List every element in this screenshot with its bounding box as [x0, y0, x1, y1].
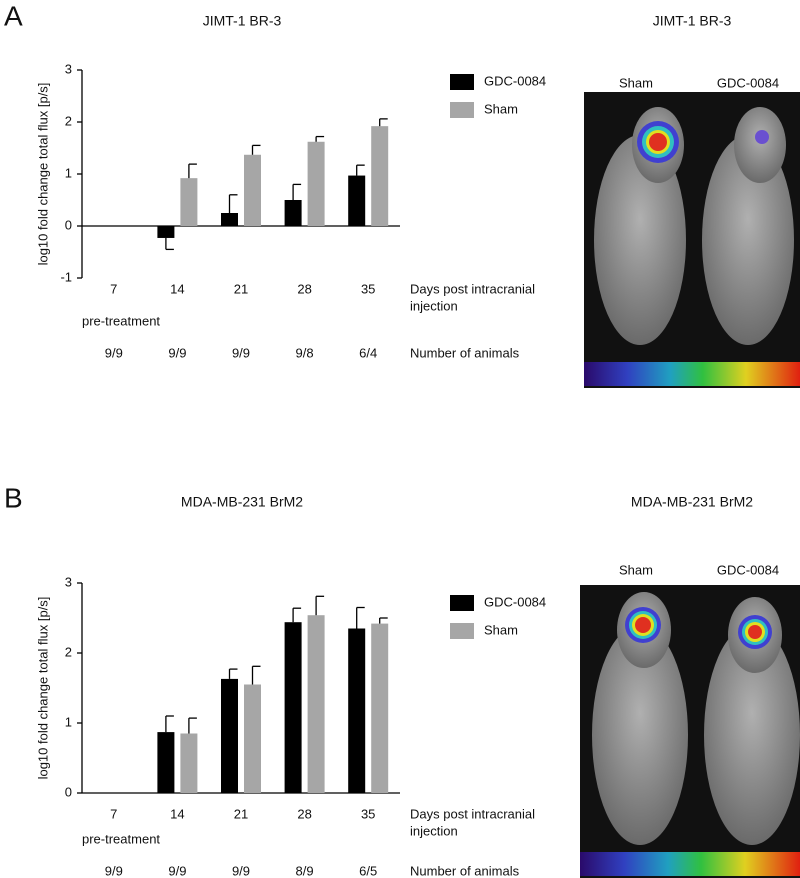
bioluminescence-image — [580, 585, 800, 878]
x-tick-label: 14 — [170, 806, 184, 821]
x-axis-label: Days post intracranial — [410, 281, 535, 296]
image-label: Sham — [619, 75, 653, 90]
count-label: 8/9 — [296, 863, 314, 878]
bar — [307, 615, 325, 793]
bar — [157, 226, 175, 238]
legend-label: GDC-0084 — [484, 594, 546, 609]
y-tick-label: 2 — [65, 113, 72, 128]
bar — [348, 628, 366, 793]
count-label: 9/9 — [168, 863, 186, 878]
count-label: 6/4 — [359, 345, 377, 360]
bar — [284, 622, 302, 793]
y-tick-label: 2 — [65, 644, 72, 659]
x-axis-label: Days post intracranial — [410, 806, 535, 821]
panel-letter: B — [4, 482, 23, 513]
count-axis-label: Number of animals — [410, 345, 520, 360]
x-tick-label: 28 — [297, 806, 311, 821]
y-tick-label: 1 — [65, 714, 72, 729]
chart-title: MDA-MB-231 BrM2 — [181, 494, 303, 510]
count-label: 9/9 — [105, 863, 123, 878]
x-tick-label: 7 — [110, 281, 117, 296]
x-tick-label: 21 — [234, 281, 248, 296]
bar — [307, 141, 325, 226]
category-note: pre-treatment — [82, 313, 160, 328]
y-tick-label: 3 — [65, 61, 72, 76]
x-tick-label: 35 — [361, 806, 375, 821]
y-tick-label: 0 — [65, 217, 72, 232]
y-tick-label: -1 — [60, 269, 72, 284]
x-axis-label: injection — [410, 298, 458, 313]
image-title: JIMT-1 BR-3 — [653, 13, 732, 29]
x-tick-label: 28 — [297, 281, 311, 296]
bar — [244, 154, 261, 226]
count-label: 9/8 — [296, 345, 314, 360]
y-tick-label: 0 — [65, 784, 72, 799]
image-title: MDA-MB-231 BrM2 — [631, 494, 753, 510]
count-label: 9/9 — [168, 345, 186, 360]
count-axis-label: Number of animals — [410, 863, 520, 878]
legend-label: Sham — [484, 101, 518, 116]
count-label: 9/9 — [232, 345, 250, 360]
legend-swatch — [450, 623, 474, 639]
chart-title: JIMT-1 BR-3 — [203, 13, 282, 29]
x-tick-label: 7 — [110, 806, 117, 821]
bioluminescence-image — [584, 92, 800, 388]
legend-swatch — [450, 595, 474, 611]
bar — [371, 623, 389, 793]
category-note: pre-treatment — [82, 831, 160, 846]
panel-letter: A — [4, 0, 23, 31]
bar — [221, 678, 238, 793]
legend-label: GDC-0084 — [484, 73, 546, 88]
legend-swatch — [450, 102, 474, 118]
y-tick-label: 3 — [65, 574, 72, 589]
x-tick-label: 21 — [234, 806, 248, 821]
bar — [180, 733, 198, 793]
count-label: 9/9 — [232, 863, 250, 878]
bar — [371, 126, 389, 226]
legend-swatch — [450, 74, 474, 90]
image-label: Sham — [619, 562, 653, 577]
y-axis-label: log10 fold change total flux [p/s] — [35, 597, 50, 780]
y-tick-label: 1 — [65, 165, 72, 180]
bar — [244, 684, 261, 793]
count-label: 6/5 — [359, 863, 377, 878]
bar — [348, 175, 366, 226]
bar — [284, 200, 302, 226]
bar — [180, 178, 198, 226]
x-axis-label: injection — [410, 823, 458, 838]
y-axis-label: log10 fold change total flux [p/s] — [35, 83, 50, 266]
image-label: GDC-0084 — [717, 75, 779, 90]
bar — [221, 213, 238, 226]
x-tick-label: 35 — [361, 281, 375, 296]
x-tick-label: 14 — [170, 281, 184, 296]
count-label: 9/9 — [105, 345, 123, 360]
bar — [157, 732, 175, 793]
image-label: GDC-0084 — [717, 562, 779, 577]
legend-label: Sham — [484, 622, 518, 637]
